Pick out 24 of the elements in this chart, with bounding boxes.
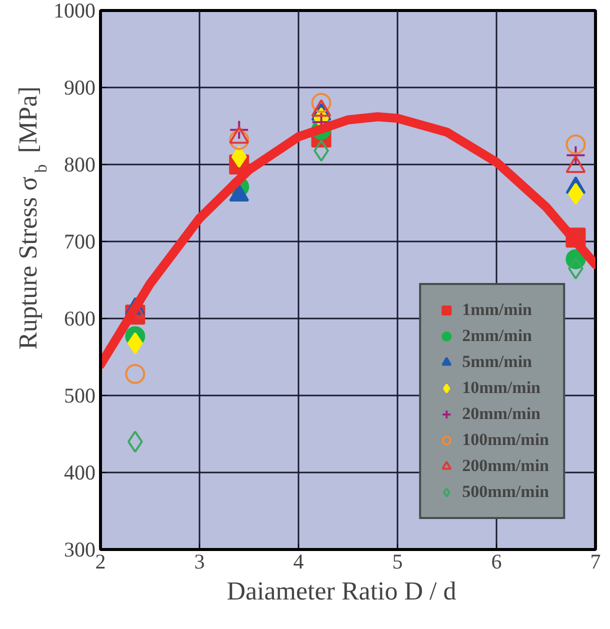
x-tick-label: 7 bbox=[590, 550, 601, 574]
legend-label: 200mm/min bbox=[462, 455, 549, 477]
y-tick-label: 1000 bbox=[54, 0, 96, 22]
y-tick-label: 900 bbox=[64, 76, 96, 100]
legend-label: 500mm/min bbox=[462, 481, 549, 503]
legend-label: 5mm/min bbox=[462, 351, 532, 373]
y-tick-label: 600 bbox=[64, 306, 96, 330]
x-tick-label: 5 bbox=[392, 550, 403, 574]
legend-label: 1mm/min bbox=[462, 299, 532, 321]
legend-label: 10mm/min bbox=[462, 377, 540, 399]
y-tick-label: 700 bbox=[64, 230, 96, 254]
y-tick-label: 300 bbox=[64, 538, 96, 562]
x-tick-label: 4 bbox=[293, 550, 304, 574]
x-tick-label: 6 bbox=[491, 550, 502, 574]
y-tick-label: 400 bbox=[64, 460, 96, 484]
legend-label: 100mm/min bbox=[462, 429, 549, 451]
x-axis-title: Daiameter Ratio D / d bbox=[226, 576, 456, 606]
y-axis-title: Rupture Stress σb [MPa] bbox=[14, 86, 50, 350]
y-tick-label: 500 bbox=[64, 384, 96, 408]
legend-label: 20mm/min bbox=[462, 403, 540, 425]
y-tick-label: 800 bbox=[64, 152, 96, 176]
legend-label: 2mm/min bbox=[462, 325, 532, 347]
x-tick-label: 2 bbox=[95, 550, 106, 574]
x-tick-label: 3 bbox=[194, 550, 205, 574]
